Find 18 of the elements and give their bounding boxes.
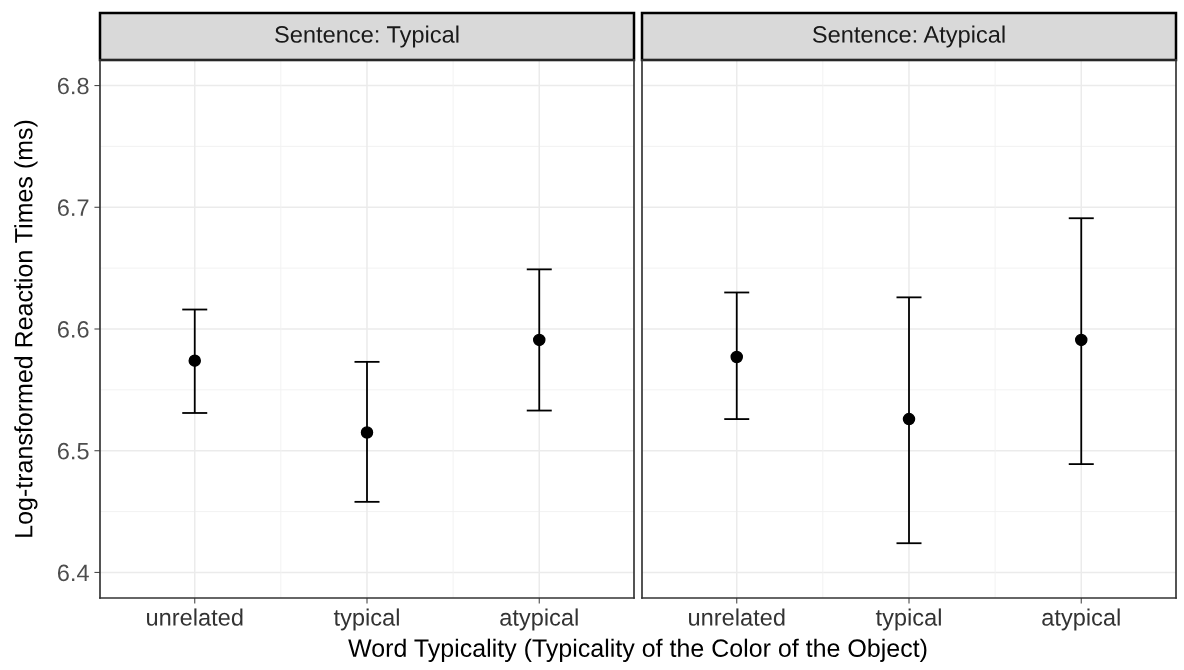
y-tick-label: 6.4 — [57, 564, 89, 582]
point — [533, 333, 546, 347]
y-tick-label: 6.8 — [57, 77, 89, 95]
x-tick-label: unrelated — [147, 608, 243, 626]
y-tick-label: 6.6 — [57, 321, 89, 338]
chart-title: Sentence: Atypical — [812, 25, 1005, 48]
x-tick-label: typical — [333, 608, 399, 631]
x-tick-label: typical — [875, 608, 941, 631]
x-tick-label: unrelated — [689, 608, 785, 626]
y-tick-label: 6.7 — [57, 199, 89, 217]
y-tick-label: 6.5 — [57, 442, 89, 460]
x-tick-label: atypical — [500, 608, 578, 631]
point — [360, 426, 374, 439]
y-axis-title: Log-transformed Reaction Times (ms) — [14, 120, 38, 537]
x-axis-title: Word Typicality (Typicality of the Color of the Object) — [348, 638, 927, 662]
point — [188, 354, 201, 367]
x-tick-label: atypical — [1042, 608, 1120, 631]
chart-title: Sentence: Typical — [275, 25, 459, 48]
